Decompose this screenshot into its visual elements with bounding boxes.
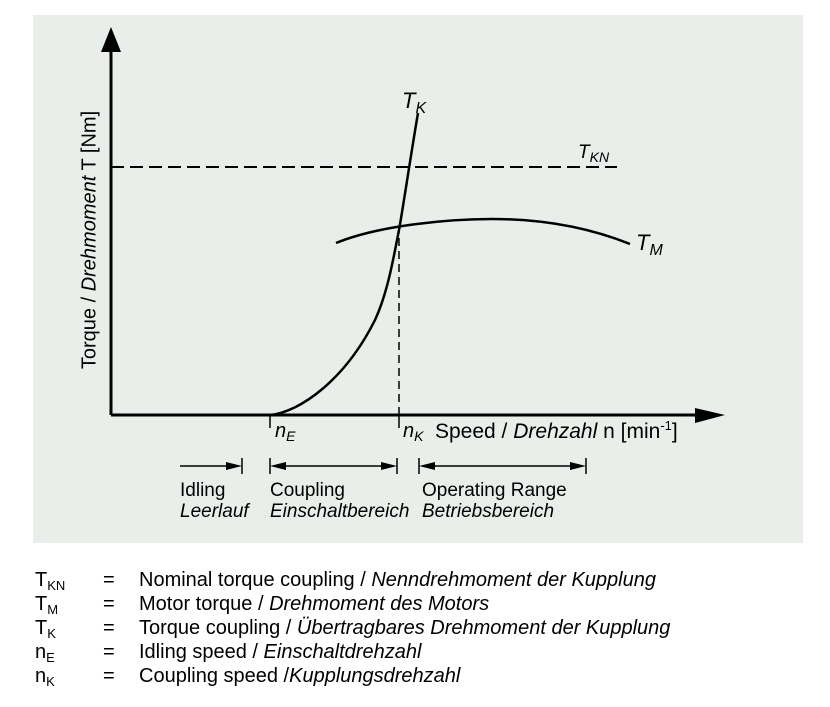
svg-text:nE: nE [35, 641, 55, 665]
svg-text:Coupling speed /Kupplungsdrehz: Coupling speed /Kupplungsdrehzahl [139, 665, 461, 687]
svg-text:TK: TK [35, 617, 56, 641]
svg-text:Torque coupling / Übertragbare: Torque coupling / Übertragbares Drehmome… [139, 617, 670, 639]
svg-text:TKN: TKN [35, 569, 65, 593]
svg-text:Idling speed / Einschaltdrehza: Idling speed / Einschaltdrehzahl [139, 641, 422, 663]
svg-text:nE: nE [275, 420, 296, 444]
svg-text:nK: nK [35, 665, 55, 689]
svg-text:=: = [103, 641, 115, 663]
svg-text:=: = [103, 617, 115, 639]
svg-text:TKN: TKN [578, 142, 610, 165]
svg-text:Coupling: Coupling [270, 480, 345, 501]
svg-text:Motor torque / Drehmoment des: Motor torque / Drehmoment des Motors [139, 593, 489, 615]
svg-text:TM: TM [35, 593, 58, 617]
svg-text:TM: TM [636, 230, 663, 259]
svg-text:Leerlauf: Leerlauf [180, 501, 250, 522]
svg-text:Nominal torque coupling / Nenn: Nominal torque coupling / Nenndrehmoment… [139, 569, 656, 591]
svg-text:Speed / Drehzahl n [min-1]: Speed / Drehzahl n [min-1] [435, 418, 678, 443]
svg-text:=: = [103, 665, 115, 687]
svg-text:TK: TK [402, 88, 427, 117]
svg-text:Betriebsbereich: Betriebsbereich [422, 501, 554, 522]
svg-text:Einschaltbereich: Einschaltbereich [270, 501, 409, 522]
svg-text:nK: nK [403, 420, 424, 444]
svg-text:=: = [103, 593, 115, 615]
svg-text:Idling: Idling [180, 480, 225, 501]
svg-text:=: = [103, 569, 115, 591]
svg-text:Operating Range: Operating Range [422, 480, 567, 501]
